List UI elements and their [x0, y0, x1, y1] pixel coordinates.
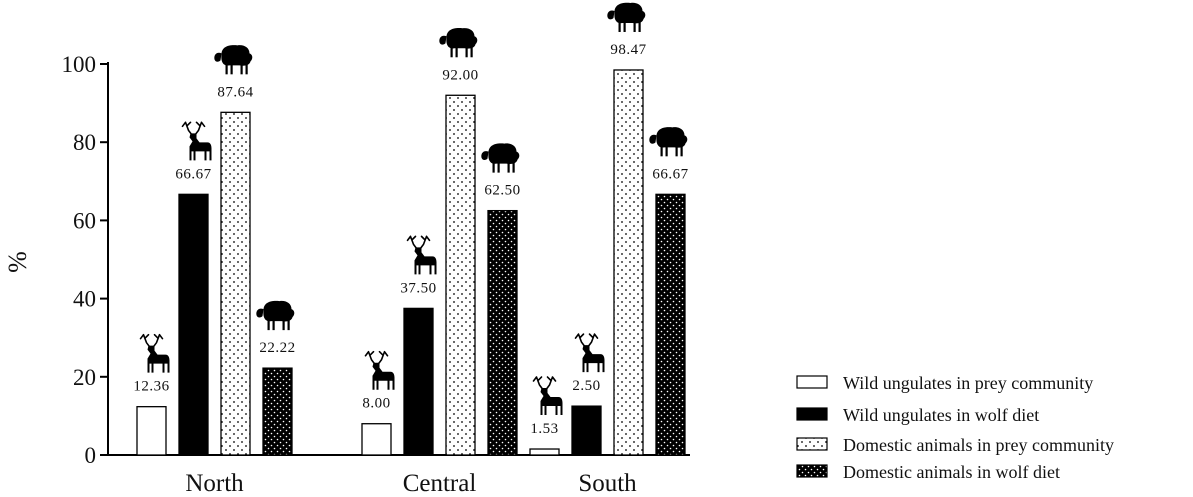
y-tick-label: 0 — [85, 443, 97, 468]
deer-icon — [181, 121, 213, 162]
sheep-icon — [214, 45, 253, 75]
bar-central-2 — [445, 94, 476, 456]
legend-label-wild-prey: Wild ungulates in prey community — [843, 373, 1093, 393]
category-label-south: South — [578, 470, 637, 497]
data-label: 98.47 — [610, 42, 646, 58]
y-tick-label: 60 — [73, 208, 96, 233]
legend-label-domestic-prey: Domestic animals in prey community — [843, 435, 1114, 455]
sheep-icon — [649, 127, 688, 157]
legend-label-wild-diet: Wild ungulates in wolf diet — [843, 405, 1039, 425]
axes: 0 20 40 60 80 100 North Central South — [62, 52, 690, 497]
bar-central-3 — [487, 209, 518, 456]
sheep-icon — [481, 143, 520, 173]
deer-icon — [364, 350, 396, 391]
data-label: 37.50 — [400, 280, 436, 296]
bar-north-2 — [220, 111, 251, 456]
bar-south-3 — [655, 193, 686, 456]
bar-central-1 — [403, 307, 434, 456]
legend-swatch-solid — [796, 407, 828, 421]
data-label: 1.53 — [530, 421, 558, 437]
bar-central-0 — [361, 423, 392, 456]
deer-icon — [574, 333, 606, 373]
data-label: 66.67 — [652, 166, 688, 182]
y-tick-label: 80 — [73, 130, 96, 155]
legend: Wild ungulates in prey community Wild un… — [796, 373, 1114, 482]
deer-icon — [406, 235, 438, 276]
category-label-central: Central — [403, 470, 477, 497]
data-label: 22.22 — [259, 340, 295, 356]
sheep-icon — [439, 28, 478, 58]
bar-south-0 — [529, 448, 560, 456]
data-label: 12.36 — [133, 379, 169, 395]
sheep-icon — [607, 2, 646, 32]
data-label: 87.64 — [217, 84, 253, 100]
bar-south-1 — [571, 405, 602, 456]
legend-swatch-dots — [796, 437, 828, 451]
sheep-icon — [256, 300, 295, 331]
legend-swatch-open — [796, 375, 828, 389]
data-label: 62.50 — [484, 183, 520, 199]
y-tick-label: 40 — [73, 287, 96, 312]
data-label: 2.50 — [572, 378, 600, 394]
bar-north-0 — [136, 406, 167, 456]
legend-label-domestic-diet: Domestic animals in wolf diet — [843, 462, 1060, 482]
bar-north-3 — [262, 367, 293, 456]
legend-swatch-dark-dots — [796, 464, 828, 478]
data-label: 92.00 — [442, 67, 478, 83]
y-axis-label: % — [3, 251, 32, 273]
y-tick-label: 20 — [73, 365, 96, 390]
data-label: 8.00 — [362, 396, 390, 412]
bar-north-1 — [178, 193, 209, 456]
bar-south-2 — [613, 69, 644, 456]
deer-icon — [532, 376, 564, 416]
category-label-north: North — [185, 470, 244, 497]
data-label: 66.67 — [175, 166, 211, 182]
bars — [136, 69, 686, 456]
deer-icon — [139, 333, 171, 374]
data-labels: 12.36 66.67 87.64 22.22 8.00 37.50 92.00 62.50 1… — [133, 42, 688, 437]
y-tick-label: 100 — [62, 52, 97, 77]
